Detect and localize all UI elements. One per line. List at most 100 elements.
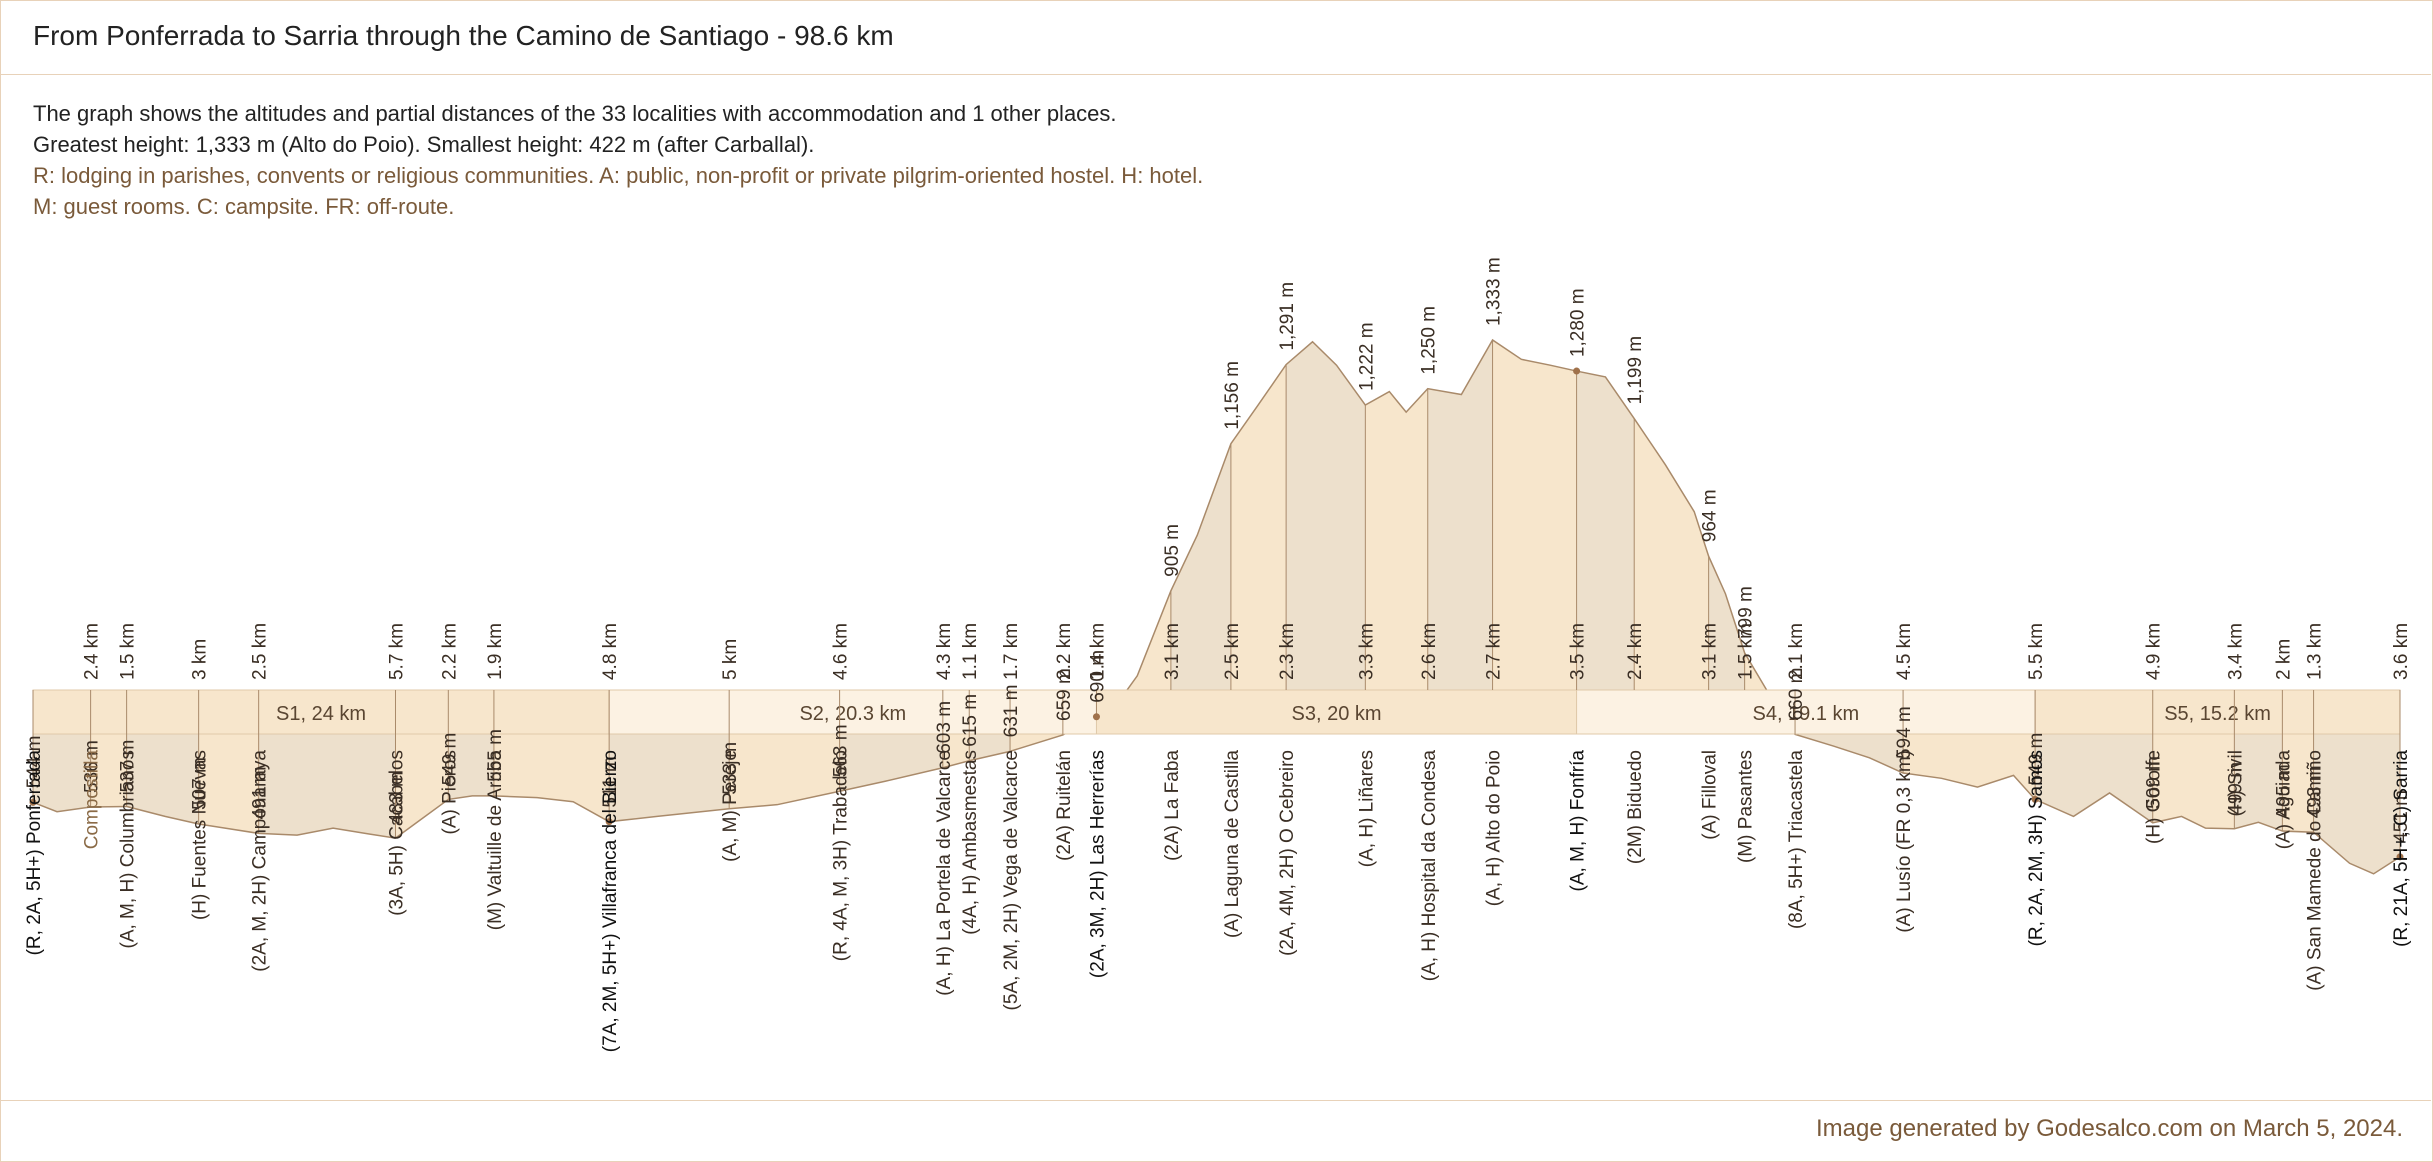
chart-description: The graph shows the altitudes and partia… bbox=[33, 98, 1203, 222]
distance-label: 4.8 km bbox=[600, 623, 621, 680]
distance-label: 1.4 km bbox=[1087, 623, 1108, 680]
place-name: (A) Filloval bbox=[1700, 750, 1721, 840]
place-name: (3A, 5H) Cacabelos bbox=[386, 750, 407, 916]
place-name: (A, H) Liñares bbox=[1356, 750, 1377, 867]
altitude-label: 799 m bbox=[1736, 586, 1757, 639]
distance-label: 3.4 km bbox=[2225, 623, 2246, 680]
distance-label: 4.6 km bbox=[831, 623, 852, 680]
place-name: (2A) Ruitelán bbox=[1054, 750, 1075, 861]
distance-label: 2.4 km bbox=[82, 623, 103, 680]
distance-label: 5.7 km bbox=[386, 623, 407, 680]
place-name: (A, H) Hospital da Condesa bbox=[1419, 750, 1440, 982]
place-name: (R, 21A, 5H+, C) Sarria bbox=[2391, 750, 2412, 947]
distance-label: 2.5 km bbox=[250, 623, 271, 680]
altitude-label: 1,156 m bbox=[1222, 361, 1243, 430]
altitude-label: 964 m bbox=[1700, 489, 1721, 542]
distance-label: 1.1 km bbox=[960, 623, 981, 680]
place-name: (H) Sivil bbox=[2225, 750, 2246, 817]
distance-label: 3.1 km bbox=[1700, 623, 1721, 680]
place-name: (7A, 2M, 5H+) Villafranca del Bierzo bbox=[600, 750, 621, 1052]
profile-segment bbox=[1492, 340, 1577, 690]
legend-line-2: M: guest rooms. C: campsite. FR: off-rou… bbox=[33, 194, 455, 219]
stage-band bbox=[1095, 689, 1578, 735]
distance-label: 3 km bbox=[190, 639, 211, 680]
altitude-label: 905 m bbox=[1162, 524, 1183, 577]
place-name: (H) Gorolfe bbox=[2144, 750, 2165, 844]
distance-label: 5.5 km bbox=[2026, 623, 2047, 680]
stage-point bbox=[2396, 853, 2404, 861]
altitude-label: 1,333 m bbox=[1484, 257, 1505, 326]
stage-label: S1, 24 km bbox=[276, 703, 366, 725]
place-name: (5A, 2M, 2H) Vega de Valcarce bbox=[1001, 750, 1022, 1011]
altitude-label: 555 m bbox=[485, 729, 506, 782]
distance-label: 2.4 km bbox=[1625, 623, 1646, 680]
altitude-label: 544 m bbox=[24, 736, 45, 789]
distance-label: 3.3 km bbox=[1356, 623, 1377, 680]
place-name: (2A, 3M, 2H) Las Herrerías bbox=[1087, 750, 1108, 978]
place-name: (2A, M, 2H) Camponaraya bbox=[250, 750, 271, 972]
place-name: (A) San Mamede do Camiño bbox=[2305, 750, 2326, 991]
profile-segment bbox=[1170, 443, 1231, 690]
place-name: (A, M, H) Fonfría bbox=[1568, 750, 1589, 892]
altitude-label: 491 m bbox=[250, 767, 271, 820]
place-name: (R, 2A, 5H+) Ponferrada bbox=[24, 750, 45, 956]
stage-label: S4, 19.1 km bbox=[1752, 703, 1859, 725]
profile-line bbox=[32, 338, 2401, 875]
distance-label: 2.3 km bbox=[1277, 623, 1298, 680]
profile-segment bbox=[1096, 590, 1171, 717]
place-name: (2M) Biduedo bbox=[1625, 750, 1646, 864]
distance-label: 2 km bbox=[2273, 639, 2294, 680]
distance-label: 4.5 km bbox=[1894, 623, 1915, 680]
profile-segment bbox=[1286, 341, 1366, 690]
stage-label: S5, 15.2 km bbox=[2164, 703, 2271, 725]
stage-point bbox=[2031, 795, 2039, 803]
altitude-label: 1,199 m bbox=[1625, 336, 1646, 405]
place-name: (R, 2A, 2M, 3H) Samos bbox=[2026, 750, 2047, 946]
altitude-label: 549 m bbox=[2026, 733, 2047, 786]
altitude-label: 615 m bbox=[960, 694, 981, 747]
distance-label: 3.6 km bbox=[2391, 623, 2412, 680]
stage-point bbox=[1092, 713, 1100, 721]
footer-divider bbox=[0, 1100, 2431, 1101]
profile-segment bbox=[2313, 690, 2400, 874]
legend-line-1: R: lodging in parishes, convents or reli… bbox=[33, 163, 1204, 188]
distance-label: 2.2 km bbox=[439, 623, 460, 680]
altitude-label: 1,222 m bbox=[1356, 322, 1377, 391]
altitude-label: 1,250 m bbox=[1419, 306, 1440, 375]
distance-label: 1.5 km bbox=[1736, 623, 1757, 680]
stage-band bbox=[1576, 689, 2036, 735]
altitude-label: 533 m bbox=[720, 742, 741, 795]
altitude-label: 536 m bbox=[82, 740, 103, 793]
distance-label: 1.9 km bbox=[485, 623, 506, 680]
altitude-label: 631 m bbox=[1001, 685, 1022, 738]
stage-band bbox=[32, 689, 610, 735]
stage-band bbox=[2034, 689, 2401, 735]
place-name: (2A, 4M, 2H) O Cebreiro bbox=[1277, 750, 1298, 956]
altitude-label: 451 m bbox=[2391, 790, 2412, 843]
altitude-label: 594 m bbox=[1894, 706, 1915, 759]
distance-label: 1.5 km bbox=[118, 623, 139, 680]
description-line-1: The graph shows the altitudes and partia… bbox=[33, 101, 1117, 126]
altitude-label: 507 m bbox=[190, 757, 211, 810]
distance-label: 2.7 km bbox=[1484, 623, 1505, 680]
place-name: (R, 4A, M, 3H) Trabadelo bbox=[831, 750, 852, 961]
place-name: (A) Aguiada bbox=[2273, 750, 2294, 850]
place-name: (8A, 5H+) Triacastela bbox=[1786, 750, 1807, 929]
place-name: (2A) La Faba bbox=[1162, 750, 1183, 861]
altitude-label: 495 m bbox=[2273, 764, 2294, 817]
stage-point bbox=[29, 798, 37, 806]
altitude-label: 549 m bbox=[439, 733, 460, 786]
place-name: (M) Valtuille de Arriba bbox=[485, 750, 506, 931]
distance-label: 4.3 km bbox=[934, 623, 955, 680]
page-title: From Ponferrada to Sarria through the Ca… bbox=[33, 20, 894, 51]
profile-segment bbox=[1365, 388, 1428, 690]
place-name: (H) Fuentes Nuevas bbox=[190, 750, 211, 920]
profile-segment bbox=[1634, 418, 1709, 690]
altitude-label: 511 m bbox=[600, 756, 621, 807]
stage-point bbox=[1573, 367, 1581, 375]
place-name: (A) Lusío (FR 0,3 km) bbox=[1894, 750, 1915, 933]
altitude-label: 1,280 m bbox=[1568, 288, 1589, 357]
altitude-label: 660 m bbox=[1786, 668, 1807, 721]
altitude-label: 509 m bbox=[2144, 756, 2165, 809]
distance-label: 3.5 km bbox=[1568, 623, 1589, 680]
